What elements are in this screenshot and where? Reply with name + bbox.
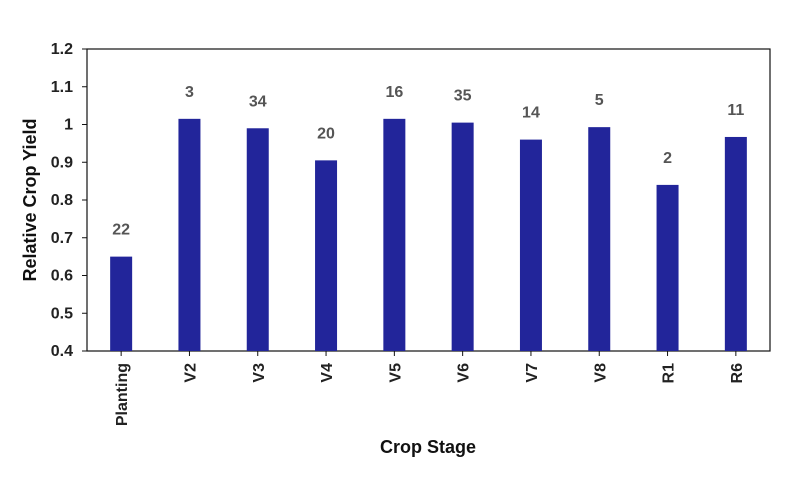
x-tick-label: Planting [114, 363, 131, 426]
x-tick-label: V6 [456, 363, 473, 383]
bar-data-label: 22 [112, 222, 130, 239]
bar-data-label: 2 [663, 150, 672, 167]
bar-data-label: 3 [185, 84, 194, 101]
bar-data-label: 35 [454, 88, 472, 105]
x-tick-label: V5 [387, 363, 404, 383]
x-tick-label: R6 [729, 363, 746, 384]
x-axis-title: Crop Stage [380, 437, 476, 457]
bar-data-label: 11 [727, 102, 744, 119]
bar [110, 256, 133, 351]
x-tick-label: V2 [182, 363, 199, 383]
bar-data-label: 20 [317, 125, 335, 142]
y-axis-ticks: 0.4 0.5 0.6 0.7 0.8 0.9 1 1.1 1.2 [51, 41, 87, 360]
x-tick-label: V7 [524, 363, 541, 383]
y-tick-label: 1 [64, 117, 73, 134]
bar [724, 136, 747, 351]
y-tick-label: 0.9 [51, 154, 73, 171]
bar [178, 118, 201, 352]
y-tick-label: 0.8 [51, 192, 73, 209]
bar [315, 160, 338, 351]
bar [451, 122, 474, 351]
y-tick-label: 0.5 [51, 305, 73, 322]
x-tick-label: R1 [661, 363, 678, 384]
plot-area [86, 48, 771, 352]
bar [519, 139, 542, 351]
y-tick-label: 0.6 [51, 268, 73, 285]
y-tick-label: 0.7 [51, 230, 73, 247]
bar-data-label: 5 [595, 92, 604, 109]
y-tick-label: 1.2 [51, 41, 73, 58]
x-tick-label: V4 [319, 363, 336, 383]
bar-data-label: 16 [385, 84, 403, 101]
x-tick-label: V8 [592, 363, 609, 383]
y-axis-title: Relative Crop Yield [20, 118, 40, 281]
bar [588, 127, 611, 351]
bar [383, 118, 406, 352]
bar [656, 184, 679, 351]
y-tick-label: 0.4 [51, 343, 73, 360]
bar-data-label: 34 [249, 93, 267, 110]
data-labels: 22 3 34 20 16 35 14 5 2 11 [112, 84, 744, 239]
bars [110, 118, 747, 352]
bar-data-label: 14 [522, 105, 540, 122]
x-axis-ticks: Planting V2 V3 V4 V5 V6 V7 V8 R1 R6 [114, 351, 746, 426]
bar [246, 128, 269, 351]
x-tick-label: V3 [251, 363, 268, 383]
y-tick-label: 1.1 [51, 79, 73, 96]
